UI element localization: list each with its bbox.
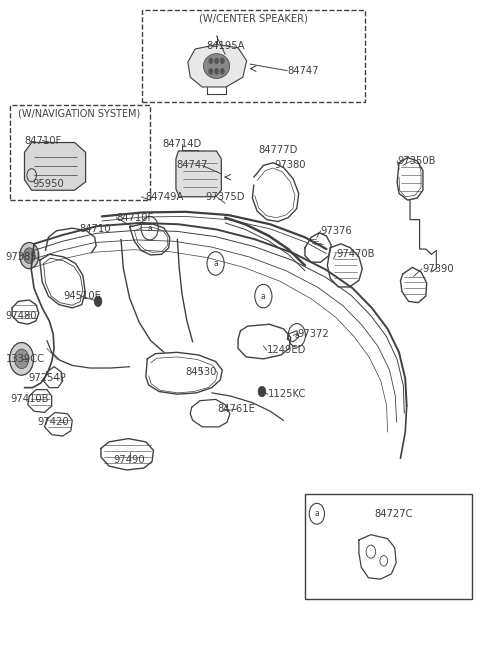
Text: (W/NAVIGATION SYSTEM): (W/NAVIGATION SYSTEM) xyxy=(18,108,140,118)
Text: 84195A: 84195A xyxy=(206,41,244,52)
Text: 84727C: 84727C xyxy=(374,509,413,519)
Text: 97410B: 97410B xyxy=(10,394,48,404)
Text: 1249ED: 1249ED xyxy=(267,345,306,356)
Circle shape xyxy=(20,242,39,269)
Circle shape xyxy=(14,349,29,369)
Text: 84777D: 84777D xyxy=(259,145,298,155)
Text: 97420: 97420 xyxy=(37,417,69,427)
Text: a: a xyxy=(147,223,152,233)
Polygon shape xyxy=(176,151,221,196)
Text: 97385L: 97385L xyxy=(5,252,43,262)
Text: 97480: 97480 xyxy=(5,311,37,322)
Circle shape xyxy=(214,58,219,64)
Text: 84710: 84710 xyxy=(79,225,110,234)
Text: a: a xyxy=(314,510,319,518)
Text: (W/CENTER SPEAKER): (W/CENTER SPEAKER) xyxy=(199,14,308,24)
Text: 97380: 97380 xyxy=(275,160,306,170)
Text: 84710F: 84710F xyxy=(116,213,154,223)
Text: 97254P: 97254P xyxy=(28,373,66,383)
Text: 84714D: 84714D xyxy=(163,140,202,149)
Text: 97470B: 97470B xyxy=(336,249,374,259)
Circle shape xyxy=(208,58,213,64)
Text: 84761E: 84761E xyxy=(217,404,255,414)
Text: 97390: 97390 xyxy=(422,264,454,274)
Ellipse shape xyxy=(204,54,230,79)
Text: 84747: 84747 xyxy=(287,66,319,75)
Text: 1339CC: 1339CC xyxy=(5,354,44,364)
Circle shape xyxy=(220,68,225,75)
Circle shape xyxy=(258,386,266,397)
Circle shape xyxy=(214,68,219,75)
Text: a: a xyxy=(213,259,218,268)
Circle shape xyxy=(94,296,102,307)
Text: 97490: 97490 xyxy=(114,455,145,464)
Text: 84747: 84747 xyxy=(176,160,207,170)
Circle shape xyxy=(208,68,213,75)
Circle shape xyxy=(24,248,35,263)
Polygon shape xyxy=(24,143,85,190)
Circle shape xyxy=(10,343,34,375)
Text: 97350B: 97350B xyxy=(397,156,436,166)
Text: 1125KC: 1125KC xyxy=(268,389,307,399)
Text: a: a xyxy=(261,291,266,301)
Circle shape xyxy=(220,58,225,64)
Text: 97372: 97372 xyxy=(298,329,329,339)
Text: 84710F: 84710F xyxy=(24,136,62,145)
Text: 84530: 84530 xyxy=(186,367,217,377)
Text: 94510E: 94510E xyxy=(63,291,101,301)
Text: 97375D: 97375D xyxy=(205,192,245,202)
Text: a: a xyxy=(294,331,299,340)
Text: 97376: 97376 xyxy=(321,226,352,236)
Polygon shape xyxy=(188,45,247,87)
Text: 84749A: 84749A xyxy=(146,192,184,202)
Text: 95950: 95950 xyxy=(33,179,64,189)
